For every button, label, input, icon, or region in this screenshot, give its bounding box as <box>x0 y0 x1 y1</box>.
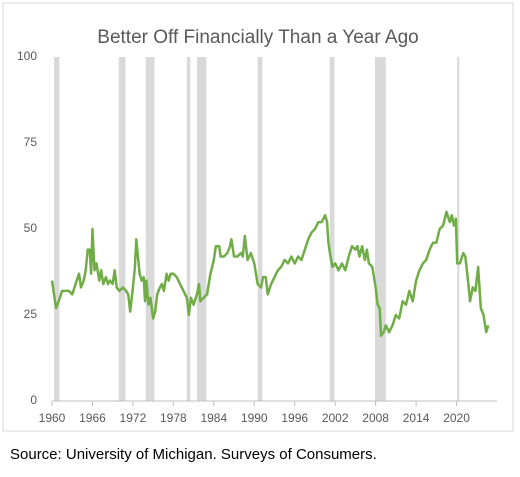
recession-band <box>329 57 335 401</box>
x-tick-label: 1990 <box>241 411 268 425</box>
x-tick-label: 2002 <box>322 411 349 425</box>
x-tick-label: 2008 <box>362 411 389 425</box>
x-tick-label: 1972 <box>120 411 147 425</box>
x-tick-label: 1984 <box>200 411 227 425</box>
recession-band <box>457 57 460 401</box>
y-tick-label: 0 <box>30 393 37 407</box>
x-tick-label: 1996 <box>281 411 308 425</box>
source-note: Source: University of Michigan. Surveys … <box>10 446 377 463</box>
y-tick-label: 100 <box>17 49 37 63</box>
recession-band <box>145 57 155 401</box>
y-tick-label: 50 <box>24 221 38 235</box>
recession-band <box>257 57 263 401</box>
recession-band <box>374 57 386 401</box>
y-tick-label: 25 <box>24 307 38 321</box>
data-line <box>50 210 490 337</box>
recession-band <box>54 57 60 401</box>
x-tick-label: 1960 <box>39 411 66 425</box>
x-tick-label: 1966 <box>79 411 106 425</box>
x-tick-label: 2020 <box>443 411 470 425</box>
x-tick-label: 2014 <box>403 411 430 425</box>
x-tick-label: 1978 <box>160 411 187 425</box>
recession-band <box>196 57 207 401</box>
y-tick-label: 75 <box>24 135 38 149</box>
recession-band <box>186 57 191 401</box>
chart-title: Better Off Financially Than a Year Ago <box>97 27 418 48</box>
recession-band <box>118 57 126 401</box>
